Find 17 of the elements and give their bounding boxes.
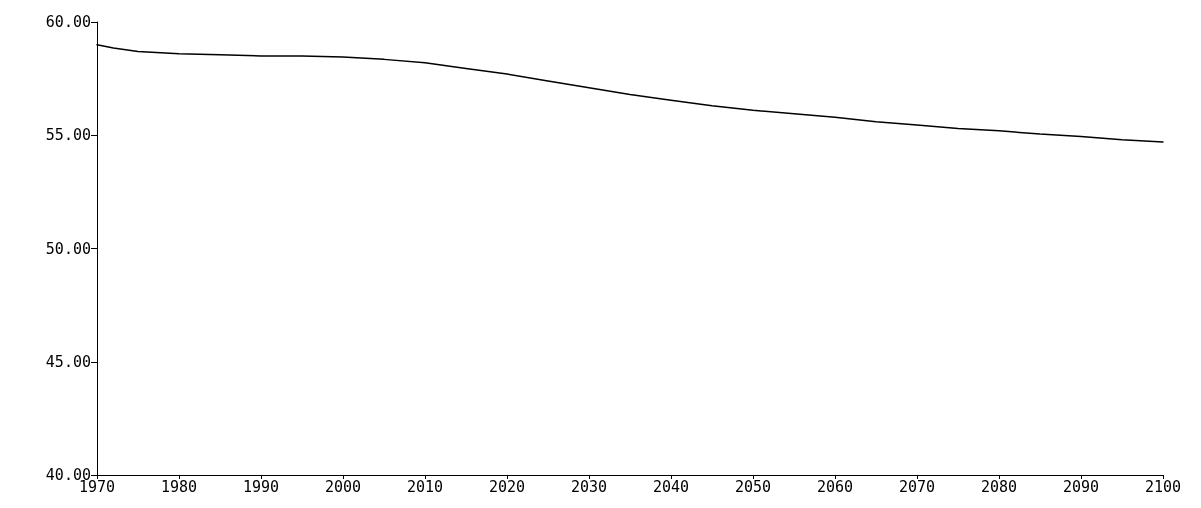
x-tick-label: 2060	[816, 477, 854, 496]
x-tick-label: 2040	[652, 477, 690, 496]
x-tick-label: 1990	[242, 477, 280, 496]
y-tick-label: 50.00	[45, 239, 91, 258]
x-tick-label: 2030	[570, 477, 608, 496]
x-tick-label: 1980	[160, 477, 198, 496]
x-tick-label: 2000	[324, 477, 362, 496]
x-tick-label: 2020	[488, 477, 526, 496]
y-tick-label: 45.00	[45, 352, 91, 371]
y-tick-label: 55.00	[45, 126, 91, 145]
x-tick-label: 2050	[734, 477, 772, 496]
x-tick-label: 2090	[1062, 477, 1100, 496]
y-tick-label: 60.00	[45, 13, 91, 31]
x-tick-label: 2100	[1144, 477, 1182, 496]
x-tick-label: 2010	[406, 477, 444, 496]
x-tick-label: 2080	[980, 477, 1018, 496]
x-tick-label: 2070	[898, 477, 936, 496]
